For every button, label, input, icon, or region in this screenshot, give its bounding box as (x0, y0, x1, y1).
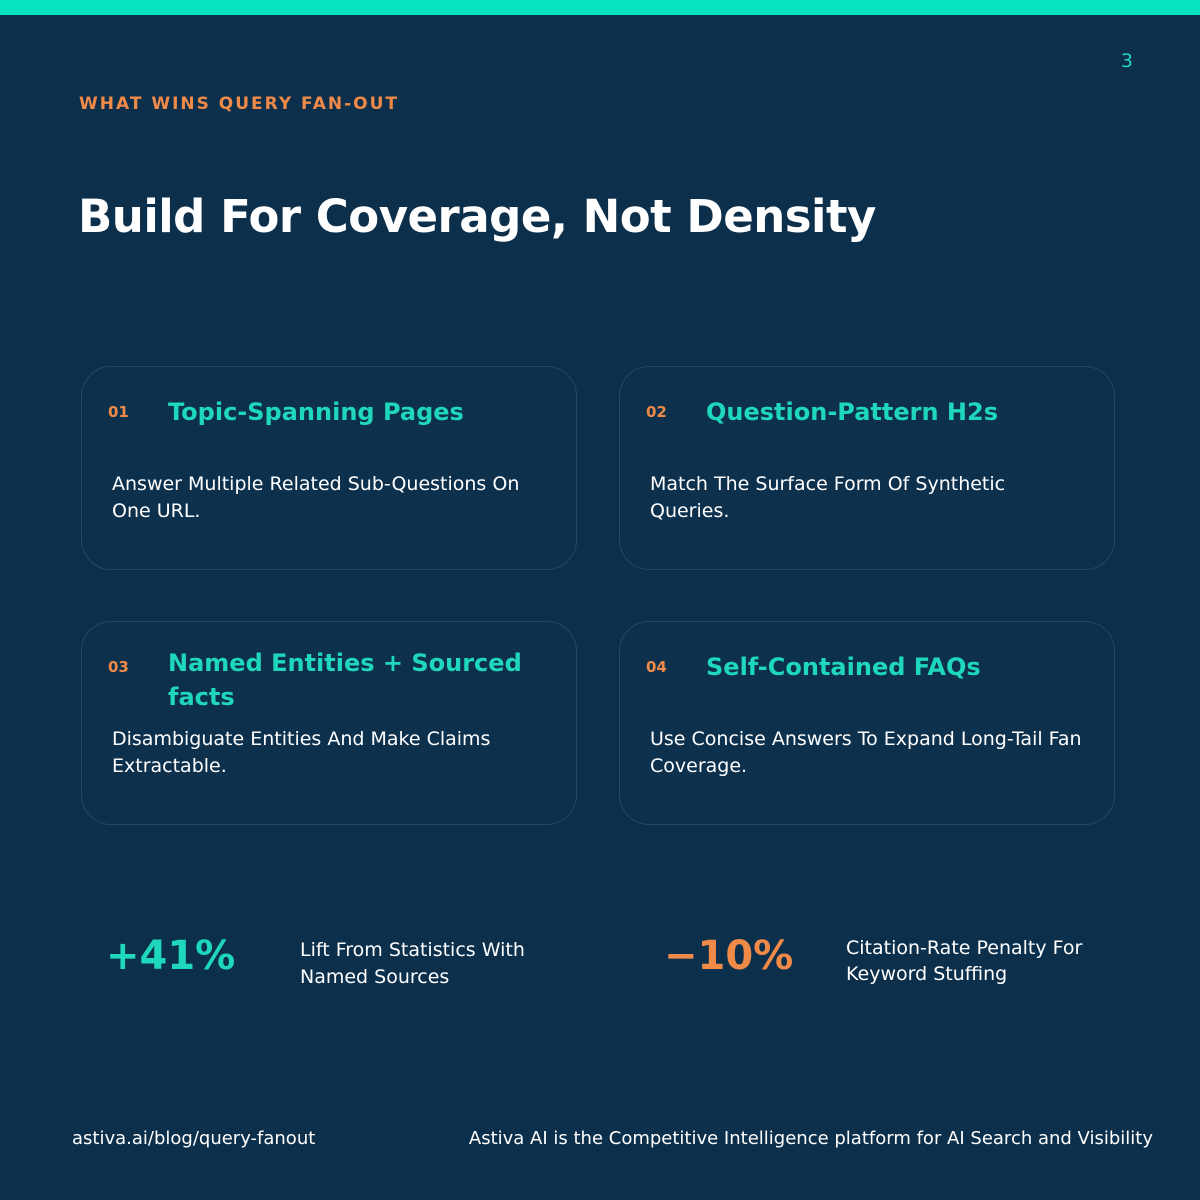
card-description: Use Concise Answers To Expand Long-Tail … (650, 728, 1082, 777)
card-self-contained-faqs: 04 Self-Contained FAQs Use Concise Answe… (619, 621, 1115, 825)
card-title: Named Entities + Sourced facts (168, 649, 522, 711)
page-number: 3 (1120, 50, 1133, 72)
card-number: 03 (108, 658, 129, 676)
page-title: Build For Coverage, Not Density (78, 190, 876, 243)
card-number: 04 (646, 658, 667, 676)
card-title: Self-Contained FAQs (706, 653, 981, 681)
card-description: Disambiguate Entities And Make Claims Ex… (112, 728, 491, 777)
footer-tagline: Astiva AI is the Competitive Intelligenc… (468, 1128, 1153, 1149)
footer-url-link[interactable]: astiva.ai/blog/query-fanout (72, 1128, 316, 1149)
card-title: Question-Pattern H2s (706, 398, 998, 426)
stat-value-penalty: −10% (664, 933, 794, 979)
card-title: Topic-Spanning Pages (168, 398, 464, 426)
card-description: Match The Surface Form Of Synthetic Quer… (650, 473, 1006, 522)
stat-value-lift: +41% (106, 933, 236, 979)
card-number: 02 (646, 403, 667, 421)
stat-caption-penalty: Citation-Rate Penalty For Keyword Stuffi… (846, 937, 1083, 985)
eyebrow-label: WHAT WINS QUERY FAN-OUT (79, 94, 400, 114)
stat-caption-lift: Lift From Statistics With Named Sources (300, 939, 525, 988)
card-description: Answer Multiple Related Sub-Questions On… (112, 473, 520, 522)
card-number: 01 (108, 403, 129, 421)
card-question-pattern-h2s: 02 Question-Pattern H2s Match The Surfac… (619, 366, 1115, 570)
card-topic-spanning-pages: 01 Topic-Spanning Pages Answer Multiple … (81, 366, 577, 570)
card-named-entities: 03 Named Entities + Sourced facts Disamb… (81, 621, 577, 825)
top-accent-bar (0, 0, 1200, 15)
